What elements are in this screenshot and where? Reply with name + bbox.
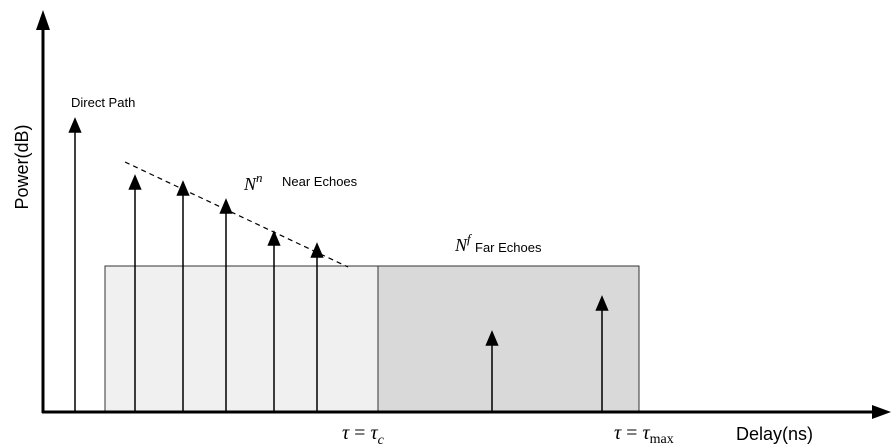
y-axis-label: Power(dB): [12, 124, 32, 209]
near-echo-arrow: [176, 180, 190, 412]
y-axis: [36, 10, 50, 413]
direct-path-arrow: [68, 117, 82, 412]
near-echoes-label: Nn Near Echoes: [243, 170, 358, 194]
near-echo-arrow: [310, 242, 324, 412]
near-echo-arrow: [128, 174, 142, 412]
far-echo-arrow: [595, 295, 609, 412]
tau-max-label: τ = τmax: [614, 422, 674, 444]
near-symbol: N: [243, 174, 257, 194]
near-superscript: n: [256, 170, 263, 185]
near-echo-arrow: [267, 230, 281, 412]
far-echo-arrow: [485, 330, 499, 412]
near-echo-arrow: [219, 198, 233, 412]
far-echoes-region: [377, 265, 640, 413]
far-echoes-text: Far Echoes: [475, 240, 542, 255]
svg-text:Nf: Nf: [454, 231, 473, 255]
impulse-arrows: [68, 117, 609, 412]
svg-text:Nn: Nn: [243, 170, 263, 194]
far-symbol: N: [454, 235, 468, 255]
far-echoes-label: Nf Far Echoes: [454, 231, 542, 255]
tau-c-label: τ = τc: [342, 422, 385, 444]
x-axis: [42, 405, 891, 419]
near-echoes-region: [104, 265, 379, 413]
direct-path-label: Direct Path: [71, 95, 135, 110]
near-echoes-text: Near Echoes: [282, 174, 358, 189]
far-superscript: f: [467, 231, 473, 246]
x-axis-label: Delay(ns): [736, 424, 813, 444]
